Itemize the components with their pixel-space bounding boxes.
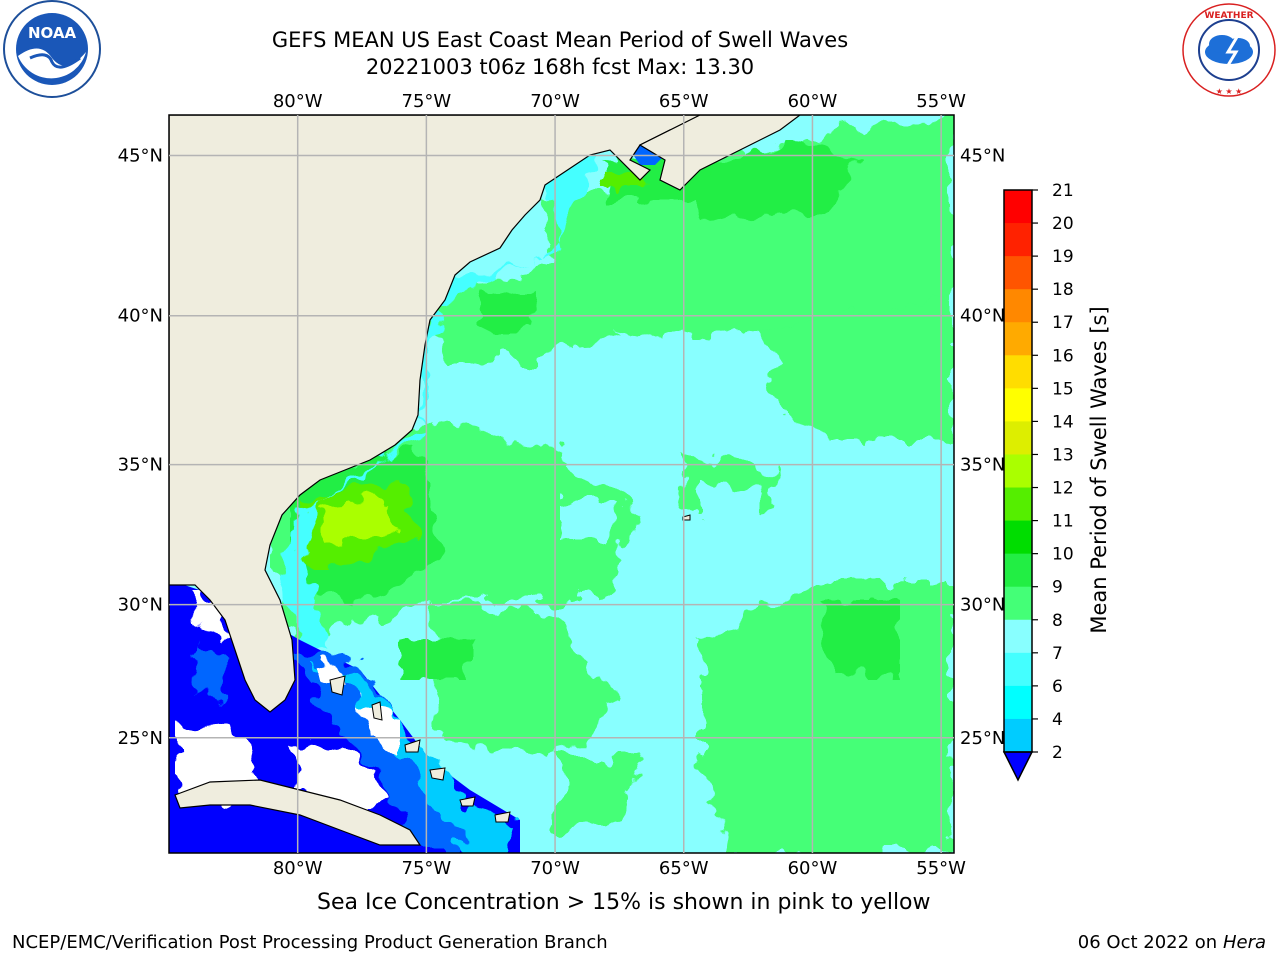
lon-label-top: 70°W — [530, 91, 580, 112]
footer-machine: Hera — [1222, 932, 1266, 953]
colorbar-band — [1004, 190, 1032, 224]
lat-labels: 45°N 45°N 40°N 40°N 35°N 35°N 30°N 30°N 25°N 25°N — [118, 145, 1006, 748]
svg-text:WEATHER: WEATHER — [1204, 11, 1253, 21]
colorbar-band — [1004, 586, 1032, 621]
lat-label-left: 25°N — [118, 728, 163, 749]
colorbar-frame — [1003, 189, 1033, 753]
colorbar-band — [1004, 223, 1032, 257]
noaa-logo: NOAA — [3, 0, 101, 98]
colorbar-band — [1004, 520, 1032, 555]
lon-label-bottom: 70°W — [530, 858, 580, 879]
land-bahamas — [329, 514, 691, 823]
colorbar-tick-label: 16 — [1052, 346, 1074, 366]
lat-label-right: 25°N — [960, 728, 1005, 749]
colorbar-tick-label: 13 — [1052, 445, 1074, 465]
swell-11-13-zones — [300, 170, 650, 570]
lon-label-top: 60°W — [788, 91, 838, 112]
colorbar-band — [1004, 322, 1032, 356]
lat-label-left: 40°N — [118, 306, 163, 327]
colorbar-tick-label: 17 — [1052, 313, 1074, 333]
colorbar-tick-label: 8 — [1052, 611, 1063, 631]
lat-label-right: 40°N — [960, 306, 1005, 327]
colorbar-band — [1004, 619, 1032, 654]
colorbar-extend-min — [1002, 751, 1034, 782]
colorbar-band — [1004, 454, 1032, 489]
map-title: GEFS MEAN US East Coast Mean Period of S… — [271, 28, 849, 52]
colorbar-band — [1004, 652, 1032, 687]
colorbar-band — [1004, 421, 1032, 455]
lon-label-bottom: 55°W — [916, 858, 966, 879]
colorbar-band — [1004, 685, 1032, 720]
colorbar-tick-label: 18 — [1052, 280, 1074, 300]
sea-ice-caption: Sea Ice Concentration > 15% is shown in … — [317, 890, 931, 915]
lon-label-bottom: 65°W — [659, 858, 709, 879]
colorbar-tick-label: 14 — [1052, 412, 1074, 432]
colorbar-tick-label: 2 — [1052, 743, 1063, 763]
colorbar: 21 20 19 18 17 16 15 14 13 12 11 10 9 8 7 6 4 2 — [1002, 181, 1074, 782]
lon-label-top: 75°W — [402, 91, 452, 112]
lat-label-right: 45°N — [960, 145, 1005, 166]
map-field — [169, 115, 954, 853]
colorbar-tick-label: 9 — [1052, 578, 1063, 598]
colorbar-band — [1004, 355, 1032, 389]
lon-label-top: 80°W — [273, 91, 323, 112]
footer-date: 06 Oct 2022 on Hera — [1078, 932, 1266, 953]
colorbar-band — [1004, 553, 1032, 588]
lon-label-bottom: 80°W — [273, 858, 323, 879]
no-data-areas — [175, 590, 400, 810]
noaa-logo-text: NOAA — [28, 24, 77, 42]
gulf-blue-patches — [190, 640, 470, 853]
footer-date-text: 06 Oct 2022 on — [1077, 932, 1223, 953]
colorbar-band — [1004, 256, 1032, 290]
colorbar-tick-label: 15 — [1052, 379, 1074, 399]
colorbar-band — [1004, 718, 1032, 753]
colorbar-tick-label: 11 — [1052, 512, 1074, 532]
colorbar-tick-label: 10 — [1052, 545, 1074, 565]
graticule — [169, 115, 954, 853]
lat-label-left: 30°N — [118, 595, 163, 616]
map-frame — [168, 114, 955, 854]
land-nova-scotia — [638, 115, 801, 191]
colorbar-label: Mean Period of Swell Waves [s] — [1087, 306, 1111, 633]
lat-label-left: 45°N — [118, 145, 163, 166]
colorbar-tick-label: 7 — [1052, 644, 1063, 664]
lat-label-right: 30°N — [960, 595, 1005, 616]
lon-label-top: 65°W — [659, 91, 709, 112]
lat-label-right: 35°N — [960, 455, 1005, 476]
colorbar-tick-label: 19 — [1052, 247, 1074, 267]
colorbar-tick-label: 21 — [1052, 181, 1074, 201]
lat-label-left: 35°N — [118, 455, 163, 476]
land-north-america — [169, 115, 701, 713]
lon-label-top: 55°W — [916, 91, 966, 112]
colorbar-band — [1004, 289, 1032, 323]
colorbar-tick-label: 6 — [1052, 677, 1063, 697]
colorbar-band — [1004, 388, 1032, 422]
lon-label-bottom: 75°W — [402, 858, 452, 879]
lon-labels: 80°W 80°W 75°W 75°W 70°W 70°W 65°W 65°W 60°W 60°W… — [273, 91, 966, 879]
colorbar-tick-label: 12 — [1052, 479, 1074, 499]
colorbar-tick-label: 4 — [1052, 710, 1063, 730]
swell-8-9-patches — [560, 340, 954, 560]
footer-branch: NCEP/EMC/Verification Post Processing Pr… — [12, 932, 608, 953]
coastal-band — [280, 150, 600, 650]
colorbar-tick-label: 20 — [1052, 214, 1074, 234]
lon-label-bottom: 60°W — [788, 858, 838, 879]
nws-logo: WEATHER ★ ★ ★ — [1182, 3, 1276, 97]
svg-text:★ ★ ★: ★ ★ ★ — [1216, 87, 1243, 96]
colorbar-band — [1004, 487, 1032, 522]
map-subtitle: 20221003 t06z 168h fcst Max: 13.30 — [365, 55, 755, 79]
